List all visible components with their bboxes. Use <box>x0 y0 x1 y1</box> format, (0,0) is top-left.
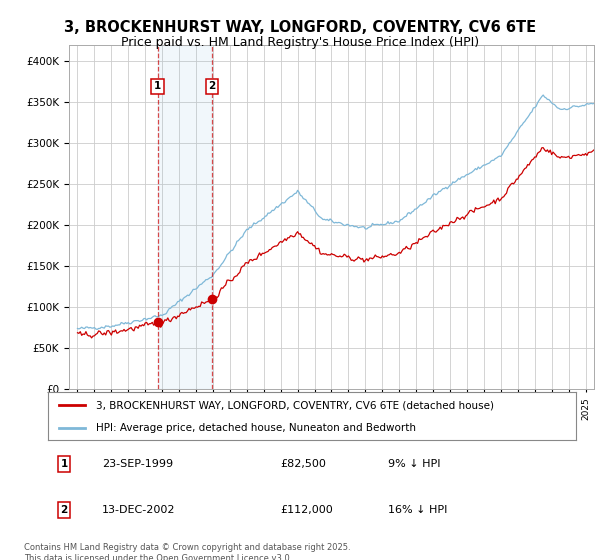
Text: 16% ↓ HPI: 16% ↓ HPI <box>388 505 448 515</box>
Text: HPI: Average price, detached house, Nuneaton and Bedworth: HPI: Average price, detached house, Nune… <box>95 423 416 433</box>
Text: £112,000: £112,000 <box>280 505 333 515</box>
Text: 13-DEC-2002: 13-DEC-2002 <box>102 505 176 515</box>
Text: 1: 1 <box>154 81 161 91</box>
Text: Contains HM Land Registry data © Crown copyright and database right 2025.
This d: Contains HM Land Registry data © Crown c… <box>24 543 350 560</box>
Text: Price paid vs. HM Land Registry's House Price Index (HPI): Price paid vs. HM Land Registry's House … <box>121 36 479 49</box>
Text: 23-SEP-1999: 23-SEP-1999 <box>102 459 173 469</box>
Text: 1: 1 <box>61 459 68 469</box>
Bar <box>158 45 212 389</box>
Text: £82,500: £82,500 <box>280 459 326 469</box>
Text: 3, BROCKENHURST WAY, LONGFORD, COVENTRY, CV6 6TE: 3, BROCKENHURST WAY, LONGFORD, COVENTRY,… <box>64 20 536 35</box>
Text: 2: 2 <box>208 81 216 91</box>
Text: 3, BROCKENHURST WAY, LONGFORD, COVENTRY, CV6 6TE (detached house): 3, BROCKENHURST WAY, LONGFORD, COVENTRY,… <box>95 400 494 410</box>
Text: 2: 2 <box>61 505 68 515</box>
Text: 9% ↓ HPI: 9% ↓ HPI <box>388 459 440 469</box>
